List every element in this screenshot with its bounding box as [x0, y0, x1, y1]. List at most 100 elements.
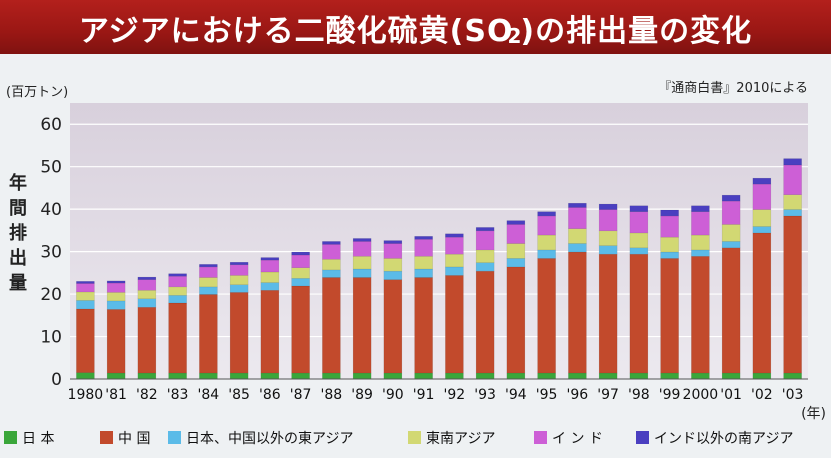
- y-tick-label: 10: [40, 328, 62, 348]
- bar-segment-china: [721, 247, 741, 374]
- bar-segment-east_asia: [137, 298, 157, 308]
- x-tick-label: '94: [505, 387, 527, 403]
- bar-segment-india: [322, 244, 341, 260]
- bar-segment-south_asia: [322, 241, 341, 245]
- bar-segment-china: [691, 256, 710, 374]
- bar-segment-china: [383, 279, 403, 374]
- bar-segment-india: [568, 207, 587, 229]
- x-tick-label: '92: [444, 387, 466, 403]
- bar-segment-east_asia: [168, 295, 187, 304]
- bar-segment-southeast_asia: [475, 249, 495, 263]
- bar-segment-east_asia: [721, 241, 741, 249]
- bar-segment-southeast_asia: [414, 256, 433, 270]
- bar-segment-china: [106, 309, 126, 374]
- legend-label-south_asia: インド以外の南アジア: [654, 431, 793, 447]
- bar-segment-southeast_asia: [691, 234, 710, 251]
- bar-segment-india: [506, 224, 526, 244]
- bar-segment-east_asia: [475, 262, 495, 272]
- bar-segment-southeast_asia: [229, 275, 249, 285]
- x-tick-label: '82: [136, 387, 158, 403]
- bar-segment-southeast_asia: [199, 277, 218, 288]
- bar-segment-japan: [322, 372, 341, 380]
- bar-segment-south_asia: [260, 257, 280, 261]
- x-tick-label: '02: [751, 387, 773, 403]
- bar-segment-south_asia: [721, 194, 741, 202]
- bar-segment-southeast_asia: [291, 267, 310, 279]
- bar-segment-southeast_asia: [568, 228, 587, 244]
- y-axis-label-char: 年: [9, 172, 27, 194]
- bar-segment-east_asia: [660, 251, 679, 259]
- bar-segment-south_asia: [76, 281, 95, 284]
- bar-segment-east_asia: [106, 300, 126, 310]
- chart-title: アジアにおける二酸化硫黄(SO2)の排出量の変化: [0, 6, 831, 50]
- x-tick-label: '85: [228, 387, 250, 403]
- bar-segment-south_asia: [445, 233, 464, 238]
- legend-label-india: イ ン ド: [552, 431, 603, 447]
- bar-segment-india: [260, 259, 280, 273]
- bar-segment-south_asia: [568, 202, 587, 208]
- bar-segment-southeast_asia: [660, 236, 679, 253]
- chart-title-suffix: )の排出量の変化: [520, 14, 753, 49]
- bar-segment-japan: [260, 372, 280, 380]
- x-tick-label: '03: [782, 387, 804, 403]
- chart-title-prefix: アジアにおける二酸化硫黄(SO: [78, 14, 514, 49]
- x-axis-unit: (年): [801, 406, 826, 422]
- bar-segment-india: [414, 239, 433, 257]
- x-tick-label: '87: [290, 387, 312, 403]
- bar-segment-india: [721, 200, 741, 225]
- bar-segment-south_asia: [106, 280, 126, 284]
- bar-segment-southeast_asia: [106, 292, 126, 302]
- legend-swatch-india: [534, 431, 547, 444]
- y-tick-label: 60: [40, 115, 62, 135]
- bar-segment-east_asia: [537, 249, 556, 259]
- x-tick-label: 2000: [683, 387, 719, 403]
- bar-segment-southeast_asia: [260, 271, 280, 283]
- chart-title-subscript: 2: [507, 24, 523, 48]
- bar-segment-china: [445, 275, 464, 374]
- legend-label-japan: 日 本: [22, 431, 54, 447]
- bar-segment-india: [76, 283, 95, 293]
- bar-segment-china: [783, 215, 802, 374]
- bar-segment-south_asia: [137, 276, 157, 280]
- bar-segment-china: [660, 258, 679, 374]
- x-tick-label: 1980: [68, 387, 104, 403]
- bar-segment-east_asia: [76, 300, 95, 310]
- x-tick-label: '91: [413, 387, 435, 403]
- bar-segment-japan: [137, 372, 157, 380]
- legend-swatch-southeast_asia: [408, 431, 421, 444]
- bar-segment-east_asia: [783, 209, 802, 217]
- bar-segment-japan: [414, 372, 433, 380]
- bar-segment-india: [352, 241, 372, 257]
- bar-segment-china: [260, 290, 280, 374]
- bar-segment-japan: [291, 372, 310, 380]
- x-tick-label: '01: [720, 387, 742, 403]
- x-tick-label: '89: [351, 387, 373, 403]
- bar-segment-south_asia: [475, 227, 495, 232]
- bar-segment-japan: [229, 372, 249, 380]
- bar-segment-southeast_asia: [137, 290, 157, 299]
- y-tick-label: 40: [40, 200, 62, 220]
- bar-segment-india: [291, 254, 310, 269]
- bar-segment-japan: [629, 372, 649, 380]
- bar-segment-southeast_asia: [322, 259, 341, 271]
- bar-segment-southeast_asia: [629, 232, 649, 249]
- bar-segment-japan: [691, 372, 710, 380]
- bar-segment-japan: [537, 372, 556, 380]
- bar-segment-china: [475, 270, 495, 374]
- bar-segment-japan: [506, 372, 526, 380]
- bar-segment-china: [598, 253, 618, 374]
- bar-segment-japan: [383, 372, 403, 380]
- x-tick-label: '97: [597, 387, 619, 403]
- bar-segment-india: [199, 266, 218, 278]
- bar-segment-india: [383, 243, 403, 259]
- bar-segment-china: [352, 277, 372, 374]
- legend: 日 本 中 国 日本、中国以外の東アジア 東南アジア イ ン ド インド以外の南アジア: [4, 431, 793, 447]
- bar-segment-japan: [352, 372, 372, 380]
- bar-segment-india: [598, 209, 618, 232]
- bar-segment-india: [229, 264, 249, 276]
- bar-segment-south_asia: [598, 203, 618, 210]
- bar-segment-india: [106, 282, 126, 293]
- bar-segment-japan: [598, 372, 618, 380]
